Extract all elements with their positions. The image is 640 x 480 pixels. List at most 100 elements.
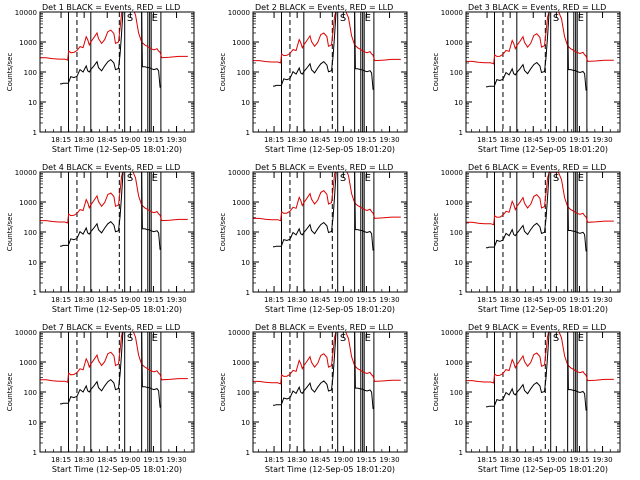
y-axis-label: Counts/sec bbox=[219, 373, 227, 412]
lld-series-line bbox=[40, 172, 188, 224]
y-tick-label: 100 bbox=[24, 389, 37, 397]
x-tick-label: 18:30 bbox=[74, 136, 94, 144]
x-tick-label: 18:45 bbox=[97, 136, 117, 144]
y-tick-label: 10000 bbox=[15, 329, 37, 337]
marker-e: E bbox=[152, 333, 158, 344]
y-tick-label: 100 bbox=[450, 69, 463, 77]
marker-e: E bbox=[152, 13, 158, 24]
marker-s: S bbox=[127, 333, 133, 344]
panel-title: Det 4 BLACK = Events, RED = LLD bbox=[42, 163, 180, 172]
x-tick-label: 19:15 bbox=[356, 296, 376, 304]
x-tick-label: 19:15 bbox=[569, 136, 589, 144]
y-tick-label: 1 bbox=[246, 449, 250, 457]
y-tick-label: 10 bbox=[454, 419, 463, 427]
x-tick-label: 19:15 bbox=[143, 136, 163, 144]
x-tick-label: 19:00 bbox=[333, 296, 353, 304]
x-tick-label: 18:45 bbox=[523, 136, 543, 144]
events-series-line bbox=[60, 12, 161, 88]
marker-s: S bbox=[340, 173, 346, 184]
y-tick-label: 10000 bbox=[441, 169, 463, 177]
y-tick-label: 1 bbox=[459, 289, 463, 297]
panel-8: Det 8 BLACK = Events, RED = LLD Counts/se… bbox=[219, 323, 408, 474]
x-tick-label: 18:30 bbox=[287, 296, 307, 304]
panel-frame bbox=[252, 331, 408, 453]
x-tick-label: 18:45 bbox=[310, 296, 330, 304]
x-tick-label: 19:00 bbox=[546, 456, 566, 464]
x-tick-label: 18:30 bbox=[74, 456, 94, 464]
marker-s: S bbox=[127, 13, 133, 24]
x-tick-label: 19:30 bbox=[592, 456, 612, 464]
y-tick-label: 1 bbox=[459, 449, 463, 457]
events-series-line bbox=[273, 172, 374, 251]
panel-frame bbox=[465, 11, 621, 133]
y-tick-label: 1 bbox=[246, 129, 250, 137]
x-tick-label: 18:15 bbox=[264, 456, 284, 464]
panel-title: Det 6 BLACK = Events, RED = LLD bbox=[468, 163, 606, 172]
y-tick-label: 1 bbox=[33, 289, 37, 297]
marker-s: S bbox=[340, 333, 346, 344]
lld-series-line bbox=[253, 172, 401, 222]
x-tick-label: 18:30 bbox=[287, 456, 307, 464]
panel-1: Det 1 BLACK = Events, RED = LLD Counts/se… bbox=[6, 3, 195, 154]
marker-e: E bbox=[365, 333, 371, 344]
y-tick-label: 100 bbox=[237, 389, 250, 397]
x-axis-label: Start Time (12-Sep-05 18:01:20) bbox=[52, 145, 182, 154]
x-tick-label: 18:30 bbox=[500, 136, 520, 144]
x-tick-label: 19:15 bbox=[569, 456, 589, 464]
events-series-line bbox=[273, 12, 374, 90]
y-tick-label: 100 bbox=[237, 69, 250, 77]
lld-series-line bbox=[253, 332, 401, 385]
x-tick-label: 18:30 bbox=[500, 456, 520, 464]
y-tick-label: 10 bbox=[454, 99, 463, 107]
y-axis-label: Counts/sec bbox=[219, 213, 227, 252]
panel-3: Det 3 BLACK = Events, RED = LLD Counts/se… bbox=[432, 3, 621, 154]
x-tick-label: 19:15 bbox=[356, 136, 376, 144]
panel-title: Det 3 BLACK = Events, RED = LLD bbox=[468, 3, 606, 12]
panel-frame bbox=[39, 11, 195, 133]
y-tick-label: 1000 bbox=[445, 39, 463, 47]
x-tick-label: 19:15 bbox=[356, 456, 376, 464]
panel-2: Det 2 BLACK = Events, RED = LLD Counts/se… bbox=[219, 3, 408, 154]
y-tick-label: 10 bbox=[241, 419, 250, 427]
lld-series-line bbox=[40, 332, 188, 383]
x-axis-label: Start Time (12-Sep-05 18:01:20) bbox=[265, 465, 395, 474]
marker-s: S bbox=[553, 13, 559, 24]
y-tick-label: 10 bbox=[454, 259, 463, 267]
marker-e: E bbox=[578, 173, 584, 184]
panel-5: Det 5 BLACK = Events, RED = LLD Counts/se… bbox=[219, 163, 408, 314]
events-series-line bbox=[486, 332, 587, 411]
x-tick-label: 18:15 bbox=[51, 296, 71, 304]
y-tick-label: 10 bbox=[241, 99, 250, 107]
x-axis-label: Start Time (12-Sep-05 18:01:20) bbox=[478, 465, 608, 474]
marker-e: E bbox=[365, 13, 371, 24]
events-series-line bbox=[486, 12, 587, 91]
x-tick-label: 19:30 bbox=[166, 136, 186, 144]
x-tick-label: 18:15 bbox=[477, 136, 497, 144]
x-tick-label: 18:45 bbox=[523, 456, 543, 464]
events-series-line bbox=[60, 332, 161, 408]
y-tick-label: 100 bbox=[237, 229, 250, 237]
x-tick-label: 19:15 bbox=[569, 296, 589, 304]
panel-title: Det 2 BLACK = Events, RED = LLD bbox=[255, 3, 393, 12]
y-tick-label: 100 bbox=[450, 389, 463, 397]
marker-s: S bbox=[553, 173, 559, 184]
lld-series-line bbox=[40, 12, 188, 61]
x-tick-label: 18:15 bbox=[264, 296, 284, 304]
y-axis-label: Counts/sec bbox=[219, 53, 227, 92]
y-tick-label: 100 bbox=[24, 69, 37, 77]
y-tick-label: 10 bbox=[28, 99, 37, 107]
y-tick-label: 10000 bbox=[441, 9, 463, 17]
y-tick-label: 10 bbox=[241, 259, 250, 267]
x-axis-label: Start Time (12-Sep-05 18:01:20) bbox=[265, 145, 395, 154]
x-tick-label: 18:30 bbox=[287, 136, 307, 144]
lld-series-line bbox=[466, 12, 614, 65]
y-tick-label: 1000 bbox=[19, 359, 37, 367]
y-tick-label: 10 bbox=[28, 259, 37, 267]
x-tick-label: 19:00 bbox=[120, 136, 140, 144]
x-tick-label: 18:30 bbox=[500, 296, 520, 304]
x-tick-label: 19:30 bbox=[379, 136, 399, 144]
